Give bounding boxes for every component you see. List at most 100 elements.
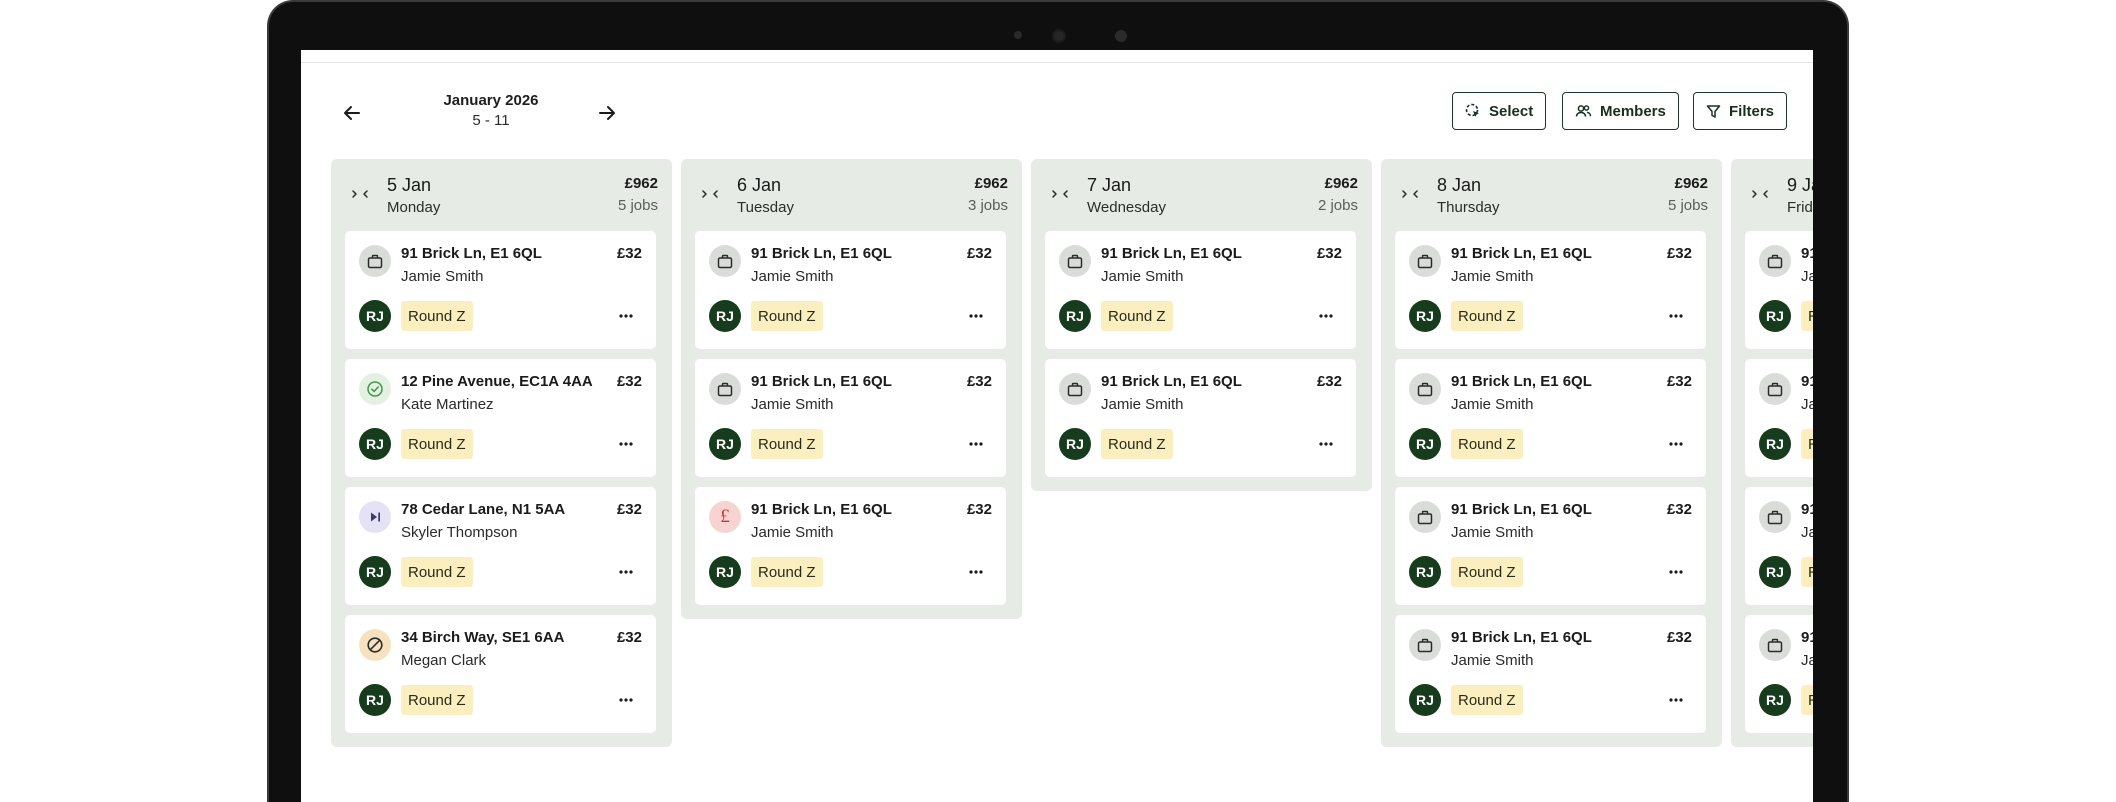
customer-name: Jamie Smith: [1101, 268, 1184, 285]
assignee-avatar: RJ: [1759, 428, 1791, 460]
bag-icon: [1417, 382, 1433, 397]
members-button[interactable]: Members: [1562, 92, 1679, 130]
day-total: £962: [624, 175, 658, 192]
filter-icon: [1706, 104, 1721, 118]
bag-icon: [1417, 254, 1433, 269]
round-badge: Round Z: [751, 429, 823, 459]
job-price: £32: [1666, 373, 1692, 390]
job-status: [359, 245, 391, 277]
job-more-button[interactable]: [618, 564, 634, 580]
bag-icon: [1767, 254, 1783, 269]
round-badge: Round Z: [401, 557, 473, 587]
job-card[interactable]: £91 Brick Ln, E1 6QL Jamie Smith £32 RJ Roun…: [695, 487, 1006, 605]
more-horizontal-icon: [969, 314, 983, 318]
bag-icon: [1767, 510, 1783, 525]
job-more-button[interactable]: [1318, 308, 1334, 324]
assignee-avatar: RJ: [1409, 428, 1441, 460]
assignee-avatar: RJ: [359, 300, 391, 332]
collapse-column-button[interactable]: [351, 187, 369, 201]
job-card[interactable]: 34 Birch Way, SE1 6AA Megan Clark £32 RJ Rou…: [345, 615, 656, 733]
round-badge: Round Z: [1451, 429, 1523, 459]
job-card[interactable]: 78 Cedar Lane, N1 5AA Skyler Thompson £32 R…: [345, 487, 656, 605]
more-horizontal-icon: [1669, 570, 1683, 574]
next-week-button[interactable]: [592, 98, 622, 128]
bag-icon: [1417, 638, 1433, 653]
job-more-button[interactable]: [618, 692, 634, 708]
job-price: £32: [616, 245, 642, 262]
filters-label: Filters: [1729, 102, 1775, 120]
sensor-dot: [1115, 30, 1127, 42]
job-more-button[interactable]: [968, 564, 984, 580]
select-button[interactable]: Select: [1452, 92, 1547, 130]
job-price: £32: [1316, 373, 1342, 390]
customer-name: Skyler Thompson: [401, 524, 518, 541]
collapse-column-button[interactable]: [701, 187, 719, 201]
filters-button[interactable]: Filters: [1693, 92, 1788, 130]
customer-name: Kate Martinez: [401, 396, 494, 413]
job-address: 91 Brick Ln, E1 6QL: [1801, 501, 1813, 518]
assignee-avatar: RJ: [709, 556, 741, 588]
collapse-icon: [1052, 190, 1068, 198]
day-date: 9 Jan: [1787, 175, 1813, 195]
members-icon: [1575, 105, 1592, 117]
round-badge: Round Z: [1801, 685, 1813, 715]
job-more-button[interactable]: [968, 308, 984, 324]
job-more-button[interactable]: [968, 436, 984, 452]
job-more-button[interactable]: [618, 436, 634, 452]
job-more-button[interactable]: [1668, 436, 1684, 452]
job-price: £32: [1666, 629, 1692, 646]
job-more-button[interactable]: [1668, 308, 1684, 324]
collapse-column-button[interactable]: [1051, 187, 1069, 201]
assignee-avatar: RJ: [359, 556, 391, 588]
more-horizontal-icon: [969, 442, 983, 446]
job-more-button[interactable]: [1668, 692, 1684, 708]
collapse-icon: [352, 190, 368, 198]
customer-name: Jamie Smith: [1451, 652, 1534, 669]
job-more-button[interactable]: [1668, 564, 1684, 580]
previous-week-button[interactable]: [337, 98, 367, 128]
more-horizontal-icon: [619, 314, 633, 318]
round-badge: Round Z: [1101, 301, 1173, 331]
assignee-avatar: RJ: [1759, 300, 1791, 332]
round-badge: Round Z: [1101, 429, 1173, 459]
day-job-count: 5 jobs: [1667, 197, 1708, 214]
job-price: £32: [616, 629, 642, 646]
job-more-button[interactable]: [1318, 436, 1334, 452]
assignee-avatar: RJ: [1409, 556, 1441, 588]
collapse-column-button[interactable]: [1751, 187, 1769, 201]
job-address: 91 Brick Ln, E1 6QL: [1101, 245, 1242, 262]
job-price: £32: [966, 245, 992, 262]
more-horizontal-icon: [1319, 314, 1333, 318]
members-label: Members: [1600, 102, 1666, 120]
job-card[interactable]: 12 Pine Avenue, EC1A 4AA Kate Martinez £32…: [345, 359, 656, 477]
job-status: [1059, 373, 1091, 405]
assignee-avatar: RJ: [1409, 684, 1441, 716]
collapse-column-button[interactable]: [1401, 187, 1419, 201]
webcam: [1052, 29, 1066, 43]
day-total: £962: [1674, 175, 1708, 192]
day-total: £962: [1324, 175, 1358, 192]
job-status: [709, 373, 741, 405]
job-more-button[interactable]: [618, 308, 634, 324]
day-column: 7 Jan Wednesday £962 2 jobs 91 Brick Ln, E1 …: [1031, 159, 1372, 491]
job-status: [359, 373, 391, 405]
bag-icon: [1067, 254, 1083, 269]
day-job-count: 5 jobs: [617, 197, 658, 214]
more-horizontal-icon: [969, 570, 983, 574]
job-address: 34 Birch Way, SE1 6AA: [401, 629, 565, 646]
date-range-display: January 2026 5 - 11: [411, 92, 571, 129]
